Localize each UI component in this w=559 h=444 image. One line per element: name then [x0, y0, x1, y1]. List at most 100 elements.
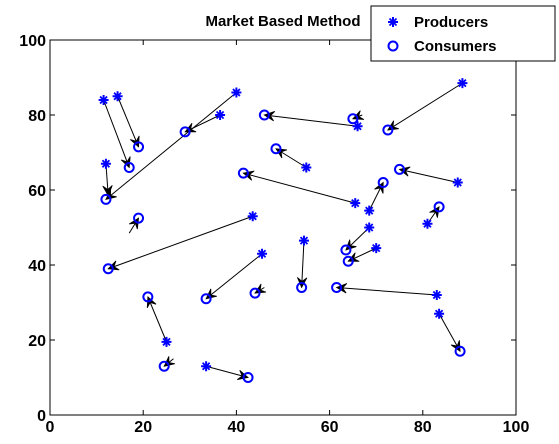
consumer-point	[142, 291, 154, 303]
consumer-point	[237, 167, 249, 179]
consumer-point	[242, 372, 254, 383]
arrowhead	[450, 340, 461, 353]
arrowhead	[184, 123, 197, 133]
pairing-line	[399, 168, 458, 183]
star-stroke	[388, 17, 398, 27]
consumer-point	[331, 282, 343, 293]
star-stroke	[248, 212, 257, 221]
arrowhead	[345, 239, 357, 251]
arrowhead	[102, 185, 113, 197]
consumer-point	[454, 345, 466, 357]
producer-point	[422, 218, 433, 229]
producer-point	[364, 222, 375, 233]
producer-point	[215, 110, 226, 120]
star-stroke	[365, 206, 374, 215]
consumer-point	[270, 143, 282, 155]
consumer-point	[347, 113, 359, 125]
producer-point	[457, 78, 468, 89]
consumer-point	[158, 360, 170, 372]
y-tick-label: 80	[28, 108, 46, 125]
pairing-line	[387, 82, 463, 131]
pairing-line	[301, 240, 305, 288]
consumer-point	[133, 141, 145, 153]
producer-point	[350, 198, 361, 209]
arrowhead	[347, 252, 360, 262]
data-points	[98, 78, 468, 383]
y-tick-label: 60	[28, 183, 46, 200]
consumer-point	[342, 255, 354, 267]
star-stroke	[351, 198, 360, 208]
arrowhead	[398, 166, 411, 177]
producer-point	[247, 211, 258, 222]
y-tick-label: 20	[28, 333, 46, 350]
x-tick-label: 40	[228, 419, 246, 436]
consumer-point	[179, 126, 191, 138]
consumer-point	[100, 193, 112, 205]
producer-point	[364, 205, 375, 216]
legend: Producers Consumers	[370, 5, 556, 62]
arrowhead	[237, 370, 249, 380]
consumer-point	[296, 282, 308, 293]
producer-point	[452, 177, 463, 188]
legend-label-producers: Producers	[414, 14, 488, 31]
star-stroke	[232, 88, 241, 97]
legend-producer-marker	[388, 17, 398, 27]
arrowhead	[242, 170, 255, 181]
x-tick-label: 80	[414, 419, 432, 436]
consumer-point	[340, 244, 352, 256]
consumer-point	[102, 263, 114, 275]
arrowhead	[205, 288, 217, 300]
pairing-line	[205, 253, 263, 300]
star-stroke	[353, 122, 362, 131]
star-stroke	[257, 249, 267, 258]
pairing-line	[205, 365, 249, 378]
y-tick-label: 0	[37, 408, 46, 425]
consumer-point	[200, 293, 212, 305]
star-stroke	[372, 243, 381, 253]
arrowhead	[130, 135, 140, 148]
pairing-line	[336, 287, 437, 296]
pairing-line	[243, 172, 356, 204]
arrowhead	[254, 283, 267, 294]
consumer-point	[123, 162, 135, 173]
arrowhead	[275, 148, 288, 159]
arrowhead	[429, 206, 440, 218]
axis-ticks: 0 20 40 60 80 100 0 20 40 60 80 100	[19, 33, 529, 436]
star-stroke	[458, 78, 467, 88]
producer-point	[352, 121, 363, 132]
pairing-line	[438, 313, 461, 352]
y-tick-label: 40	[28, 258, 46, 275]
producer-point	[298, 235, 309, 246]
arrowhead	[120, 156, 131, 169]
y-tick-label: 100	[19, 33, 46, 50]
producer-point	[231, 87, 242, 98]
producer-point	[371, 243, 382, 254]
arrowhead	[352, 110, 365, 120]
arrowhead	[105, 189, 117, 200]
chart-title: Market Based Method	[205, 13, 360, 30]
x-tick-label: 20	[134, 419, 152, 436]
producer-point	[257, 248, 268, 259]
consumer-point	[258, 109, 270, 121]
producer-point	[201, 361, 212, 372]
x-tick-label: 100	[503, 419, 530, 436]
arrowhead	[374, 181, 384, 194]
plot-area	[49, 39, 517, 416]
consumer-point	[394, 163, 405, 175]
consumer-point	[433, 201, 445, 213]
star-stroke	[113, 92, 122, 101]
star-stroke	[162, 337, 171, 347]
x-tick-label: 60	[321, 419, 339, 436]
star-stroke	[302, 163, 311, 172]
star-stroke	[101, 159, 111, 168]
producer-point	[434, 308, 445, 319]
star-stroke	[432, 290, 441, 300]
arrowhead	[129, 217, 140, 230]
producer-point	[112, 91, 123, 102]
star-stroke	[299, 236, 309, 245]
consumer-point	[249, 287, 261, 299]
star-stroke	[434, 309, 444, 318]
star-stroke	[215, 110, 225, 120]
producer-point	[161, 336, 172, 347]
star-stroke	[423, 219, 432, 228]
